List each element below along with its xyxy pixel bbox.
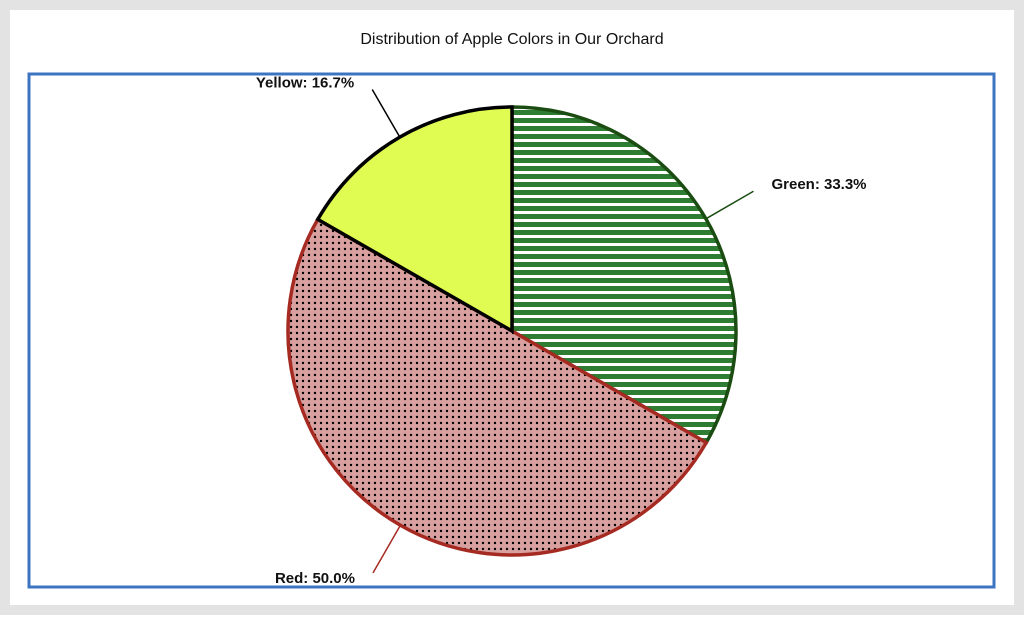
pie-slice [286,217,709,557]
plot-area [27,72,996,589]
chart-title: Distribution of Apple Colors in Our Orch… [360,31,663,48]
leader-line [371,89,401,138]
slice-label: Red: 50.0% [275,570,355,587]
leader-line [372,524,402,574]
pie-slice [510,105,738,445]
slice-label: Yellow: 16.7% [256,74,354,91]
slice-label: Green: 33.3% [771,176,866,193]
leader-line [705,190,754,220]
pie: Green: 33.3% Red: 50.0% Yellow: 16.7% [256,74,867,586]
pie-slice [315,105,514,335]
